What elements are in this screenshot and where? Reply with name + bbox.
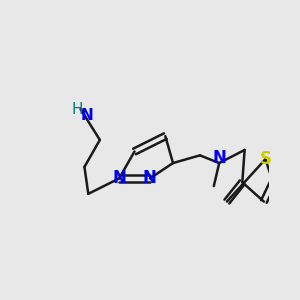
Text: H: H xyxy=(72,102,83,117)
Text: N: N xyxy=(143,169,157,188)
Text: N: N xyxy=(210,173,211,174)
Text: N: N xyxy=(112,169,126,188)
Text: N: N xyxy=(80,108,93,123)
Text: N: N xyxy=(212,149,226,167)
Text: S: S xyxy=(260,150,272,168)
